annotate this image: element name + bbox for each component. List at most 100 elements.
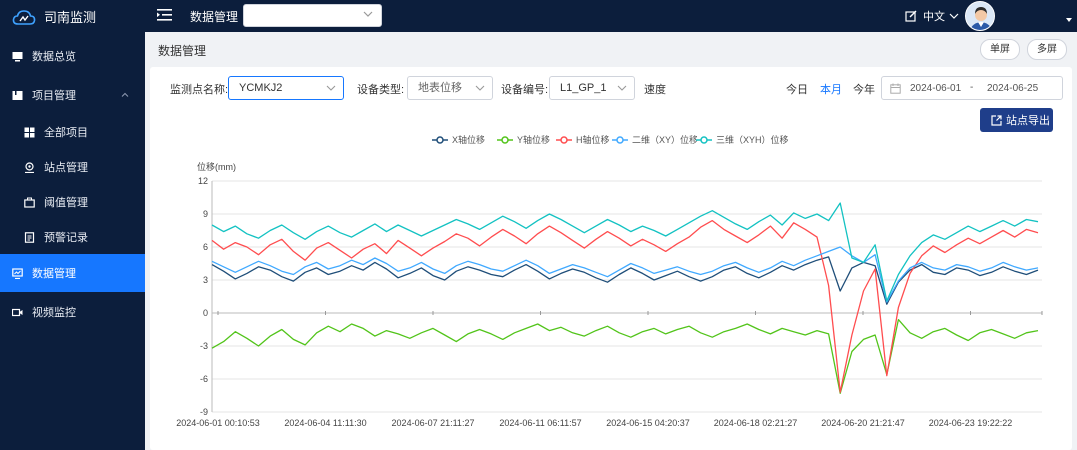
cloud-logo-icon	[12, 9, 36, 25]
top-bar: 司南监测 数据管理 中文	[0, 0, 1077, 32]
app-logo[interactable]: 司南监测	[12, 7, 96, 26]
sidebar-item-label: 全部项目	[44, 127, 88, 139]
device-type-label: 设备类型:	[357, 84, 405, 96]
chevron-down-icon	[326, 85, 336, 91]
sidebar-item-video-monitoring[interactable]: 视频监控	[0, 293, 145, 331]
x-tick-label: 2024-06-11 06:11:57	[499, 418, 581, 428]
chevron-down-icon	[949, 13, 959, 19]
chevron-down-icon	[617, 85, 627, 91]
date-separator: -	[970, 82, 974, 93]
device-type-value: 地表位移	[418, 82, 462, 94]
legend-label[interactable]: Y轴位移	[517, 134, 550, 145]
sidebar-item-site-management[interactable]: 站点管理	[0, 148, 145, 186]
y-tick-label: 12	[198, 176, 208, 186]
video-icon	[12, 308, 23, 316]
sidebar-item-all-projects[interactable]: 全部项目	[0, 113, 145, 151]
date-range-picker[interactable]: 2024-06-01 - 2024-06-25	[881, 76, 1063, 100]
y-axis-label: 位移(mm)	[197, 161, 236, 172]
y-tick-label: -9	[200, 407, 208, 417]
monitor-icon	[12, 51, 23, 61]
export-site-button[interactable]: 站点导出	[980, 108, 1053, 132]
page-title: 数据管理	[158, 44, 207, 58]
sidebar: 数据总览 项目管理 全部项目 站点管理 阈值管理 预警记录 数据管理 视频监控	[0, 32, 145, 450]
sidebar-item-label: 项目管理	[32, 90, 76, 102]
x-tick-label: 2024-06-04 11:11:30	[284, 418, 366, 428]
edit-icon[interactable]	[905, 10, 917, 22]
y-tick-label: 9	[203, 209, 208, 219]
chevron-down-icon	[363, 11, 373, 17]
caret-down-icon[interactable]	[1066, 18, 1072, 22]
x-tick-label: 2024-06-01 00:10:53	[176, 418, 260, 428]
sidebar-item-label: 站点管理	[44, 162, 88, 174]
date-end[interactable]: 2024-06-25	[987, 83, 1039, 94]
legend-marker[interactable]	[560, 136, 568, 144]
app-name: 司南监测	[44, 10, 97, 25]
series-line	[211, 318, 1039, 394]
legend-marker[interactable]	[436, 136, 444, 144]
sidebar-item-overview[interactable]: 数据总览	[0, 37, 145, 75]
sidebar-item-label: 阈值管理	[44, 197, 88, 209]
legend-marker[interactable]	[616, 136, 624, 144]
multi-screen-button[interactable]: 多屏	[1027, 39, 1067, 60]
x-tick-label: 2024-06-18 02:21:27	[714, 418, 798, 428]
series-line	[211, 256, 1039, 305]
y-tick-label: -3	[200, 341, 208, 351]
export-icon	[991, 114, 1002, 126]
section-title: 数据管理	[190, 10, 239, 24]
export-label: 站点导出	[1006, 115, 1050, 127]
y-tick-label: 3	[203, 275, 208, 285]
x-tick-label: 2024-06-15 04:20:37	[606, 418, 690, 428]
folder-icon	[12, 90, 23, 100]
legend-label[interactable]: 二维（XY）位移	[632, 134, 698, 145]
language-label: 中文	[923, 11, 945, 23]
quick-range-this-year[interactable]: 今年	[853, 84, 875, 96]
sidebar-item-data-management[interactable]: 数据管理	[0, 254, 145, 292]
series-line	[211, 246, 1039, 303]
data-screen-icon	[12, 267, 23, 279]
legend-label[interactable]: H轴位移	[576, 134, 610, 145]
x-tick-label: 2024-06-07 21:11:27	[392, 418, 475, 428]
sidebar-item-alert-records[interactable]: 预警记录	[0, 218, 145, 256]
point-name-value: YCMKJ2	[239, 82, 283, 94]
x-axis: 2024-06-01 00:10:53 2024-06-04 11:11:30 20…	[176, 311, 1043, 428]
menu-toggle-icon[interactable]	[157, 8, 172, 22]
sidebar-item-label: 视频监控	[32, 307, 76, 319]
speed-option[interactable]: 速度	[644, 84, 666, 96]
user-avatar[interactable]	[965, 1, 995, 31]
sidebar-item-project-management[interactable]: 项目管理	[0, 76, 145, 114]
series-line	[211, 219, 1039, 393]
point-name-label: 监测点名称:	[170, 84, 229, 96]
single-screen-button[interactable]: 单屏	[980, 39, 1020, 60]
device-code-select[interactable]: L1_GP_1	[549, 76, 635, 100]
legend-marker[interactable]	[700, 136, 708, 144]
sidebar-item-threshold-management[interactable]: 阈值管理	[0, 183, 145, 221]
quick-range-today[interactable]: 今日	[786, 84, 808, 96]
user-avatar-icon	[966, 2, 994, 30]
chart-series	[211, 202, 1039, 394]
device-type-select[interactable]: 地表位移	[407, 76, 493, 100]
x-tick-label: 2024-06-23 19:22:22	[929, 418, 1013, 428]
quick-range-this-month[interactable]: 本月	[820, 84, 842, 96]
date-start[interactable]: 2024-06-01	[910, 83, 962, 94]
document-icon	[24, 231, 35, 243]
chart-legend: X轴位移 Y轴位移 H轴位移 二维（XY）位移 三维（XYH）位移	[432, 134, 789, 145]
y-tick-label: 0	[203, 308, 208, 318]
sidebar-item-label: 数据管理	[32, 268, 76, 280]
x-tick-label: 2024-06-20 21:21:47	[821, 418, 905, 428]
calendar-icon	[890, 83, 901, 94]
point-name-select[interactable]: YCMKJ2	[228, 76, 344, 100]
legend-marker[interactable]	[501, 136, 509, 144]
y-tick-label: -6	[200, 374, 208, 384]
legend-label[interactable]: 三维（XYH）位移	[716, 134, 789, 145]
y-tick-label: 6	[203, 242, 208, 252]
language-switcher[interactable]: 中文	[905, 8, 959, 24]
y-axis: -9 -6 -3 0 3 6 9 12	[198, 176, 208, 417]
project-select[interactable]	[243, 4, 382, 27]
grid-icon	[24, 127, 35, 137]
sidebar-item-label: 预警记录	[44, 232, 88, 244]
legend-label[interactable]: X轴位移	[452, 134, 485, 145]
chevron-down-icon	[475, 85, 485, 91]
briefcase-icon	[24, 197, 35, 208]
series-line	[211, 202, 1039, 302]
